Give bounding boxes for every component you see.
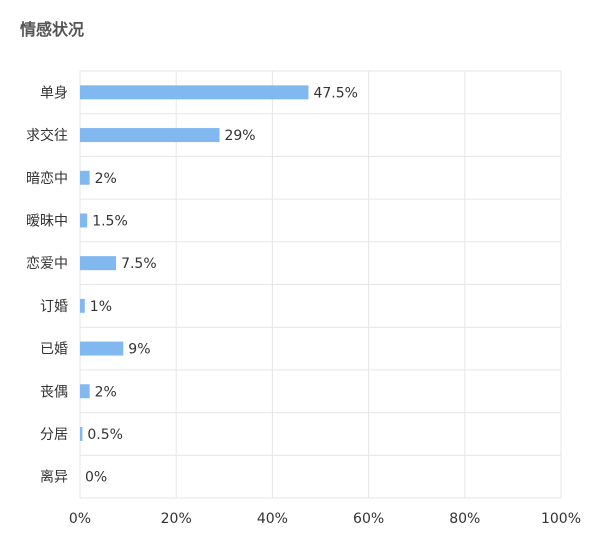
value-label: 2% — [95, 171, 117, 187]
category-label: 恋爱中 — [26, 255, 68, 272]
bars — [80, 85, 309, 441]
grid-lines — [79, 70, 562, 499]
value-label: 29% — [224, 128, 255, 144]
value-label: 1.5% — [92, 213, 128, 229]
value-label: 0.5% — [87, 427, 123, 443]
bar — [80, 426, 83, 441]
bar — [80, 298, 85, 313]
category-label: 单身 — [40, 85, 68, 101]
category-label: 丧偶 — [40, 384, 68, 400]
value-label: 47.5% — [313, 85, 357, 101]
chart-title: 情感状况 — [20, 20, 85, 39]
bar — [80, 213, 88, 228]
bar — [80, 170, 90, 185]
category-label: 订婚 — [40, 299, 68, 315]
bar — [80, 85, 309, 100]
value-label: 9% — [128, 342, 150, 358]
x-tick-label: 40% — [257, 511, 288, 527]
value-label: 2% — [95, 384, 117, 400]
category-label: 暧昧中 — [26, 213, 68, 229]
bar — [80, 341, 124, 356]
value-label: 0% — [85, 470, 107, 486]
x-tick-label: 0% — [69, 511, 91, 527]
value-label: 1% — [90, 299, 112, 315]
x-tick-labels: 0% 20% 40% 60% 80% 100% — [69, 511, 581, 527]
category-label: 分居 — [40, 427, 68, 443]
x-tick-label: 100% — [541, 511, 581, 527]
x-tick-label: 60% — [353, 511, 384, 527]
x-tick-label: 20% — [161, 511, 192, 527]
bar — [80, 128, 220, 143]
category-label: 暗恋中 — [26, 170, 68, 187]
category-label: 离异 — [40, 469, 68, 486]
category-label: 已婚 — [40, 342, 68, 358]
value-label: 7.5% — [121, 256, 157, 272]
value-labels: 47.5% 29% 2% 1.5% 7.5% 1% 9% 2% 0.5% 0% — [85, 85, 358, 485]
x-tick-label: 80% — [449, 511, 480, 527]
bar — [80, 256, 117, 271]
bar — [80, 384, 90, 399]
category-label: 求交往 — [26, 127, 68, 144]
